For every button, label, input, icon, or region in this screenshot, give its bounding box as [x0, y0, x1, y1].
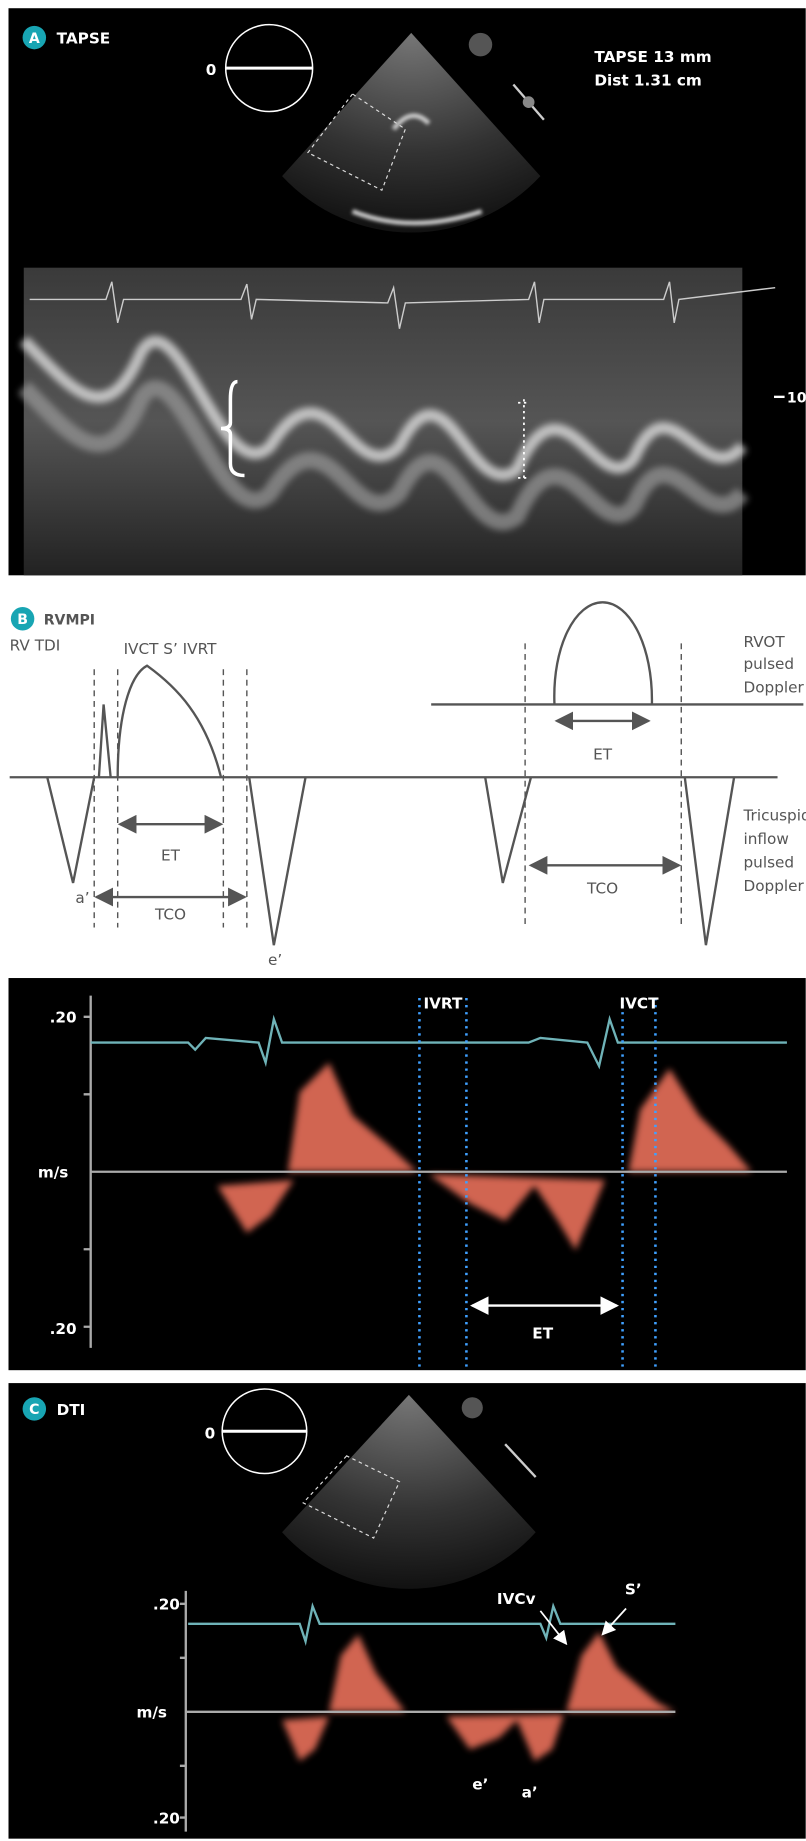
badge-label: A	[29, 31, 40, 47]
distance: Dist 1.31 cm	[594, 72, 701, 90]
a-wave-label: a’	[75, 889, 89, 907]
panel-title: RVMPI	[44, 613, 95, 629]
badge-label: C	[29, 1402, 39, 1418]
panel-title: TAPSE	[57, 29, 111, 47]
wave-labels: IVCT S’ IVRT	[124, 640, 218, 658]
ivct-label: IVCT	[619, 995, 659, 1013]
probe-dot	[523, 96, 535, 108]
angle-label: 0	[205, 1424, 216, 1442]
e-wave-label: e’	[268, 951, 282, 969]
tco-label: TCO	[154, 905, 186, 923]
panel-b: B RVMPI RV TDI IVCT S’ IVRT ET TCO a’ e’…	[10, 602, 806, 969]
inflow-wave	[685, 777, 734, 945]
measurement: TAPSE 13 mm	[594, 48, 711, 66]
panel-c: C DTI 0 .20 m/s .20 IVCv S’ e’ a’	[9, 1383, 806, 1839]
spike	[99, 704, 111, 777]
y-tick-label: .20	[50, 1320, 77, 1338]
figure: A TAPSE 0 TAPSE 13 mm Dist 1.31 cm 10 B …	[0, 0, 806, 1841]
rvot-label: Doppler	[743, 679, 804, 697]
inflow-label: Doppler	[743, 877, 804, 895]
e-wave-label: e’	[472, 1775, 488, 1793]
doppler-panel: .20 m/s .20 IVRT IVCT ET	[9, 978, 806, 1370]
page: {"panel_a": {"badge": "A", "title": "TAP…	[0, 0, 806, 1841]
s-wave-label: S’	[625, 1580, 642, 1598]
panel-title: DTI	[57, 1401, 86, 1419]
y-tick-label: .20	[50, 1009, 77, 1027]
rv-tdi-label: RV TDI	[10, 636, 61, 654]
rvot-label: pulsed	[743, 655, 794, 673]
et-label: ET	[532, 1324, 553, 1342]
y-axis-unit: m/s	[136, 1704, 167, 1722]
et-label: ET	[593, 746, 613, 764]
inflow-label: inflow	[743, 830, 788, 848]
angle-label: 0	[206, 61, 217, 79]
rvot-label: RVOT	[743, 633, 785, 651]
ivcv-label: IVCv	[497, 1590, 536, 1608]
p-icon	[469, 33, 492, 56]
rvot-wave	[554, 602, 652, 704]
y-tick-label: .20	[153, 1809, 180, 1827]
s-wave	[118, 666, 221, 778]
ivrt-label: IVRT	[423, 995, 463, 1013]
y-axis-unit: m/s	[38, 1164, 69, 1182]
et-label: ET	[161, 847, 181, 865]
tco-label: TCO	[586, 879, 618, 897]
panel-background	[9, 978, 806, 1370]
y-tick-label: .20	[153, 1596, 180, 1614]
a-wave	[47, 777, 94, 883]
inflow-wave	[485, 777, 531, 883]
a-wave-label: a’	[522, 1784, 538, 1802]
badge-label: B	[17, 612, 28, 628]
inflow-label: pulsed	[743, 854, 794, 872]
inflow-label: Tricuspid	[742, 807, 806, 825]
depth-label: 10	[787, 391, 806, 407]
e-wave	[249, 777, 305, 945]
p-icon	[462, 1397, 483, 1418]
panel-a: A TAPSE 0 TAPSE 13 mm Dist 1.31 cm 10	[9, 8, 806, 575]
